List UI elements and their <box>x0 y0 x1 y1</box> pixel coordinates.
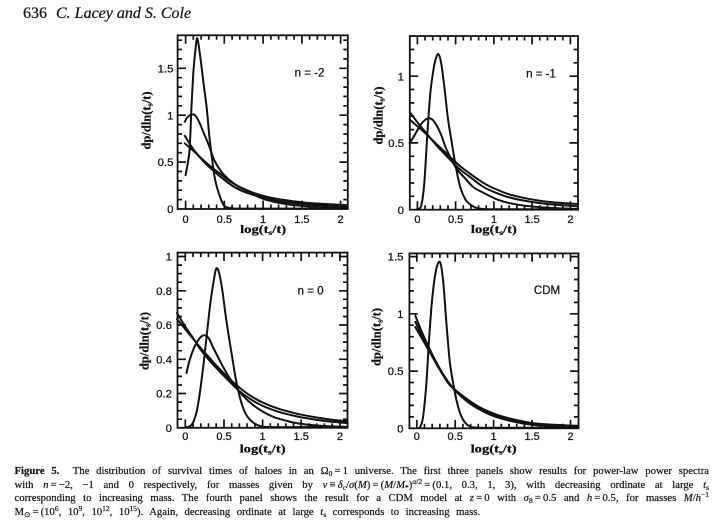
svg-text:n = 0: n = 0 <box>298 285 324 297</box>
svg-text:1: 1 <box>260 431 266 443</box>
svg-text:n = -1: n = -1 <box>526 68 556 80</box>
svg-text:0: 0 <box>398 205 404 217</box>
svg-text:dp/dln(ts/t): dp/dln(ts/t) <box>370 308 385 366</box>
svg-text:0: 0 <box>414 214 420 226</box>
svg-text:1.5: 1.5 <box>388 252 404 264</box>
svg-text:log(ts/t): log(t s/t) <box>240 224 286 237</box>
svg-text:dp/dln(ts/t): dp/dln(ts/t) <box>372 86 387 144</box>
svg-text:1: 1 <box>491 431 497 443</box>
svg-text:0.4: 0.4 <box>156 354 172 366</box>
svg-text:log(ts/t): log(t s/t) <box>240 443 286 456</box>
svg-text:1.5: 1.5 <box>158 63 174 75</box>
svg-text:0.5: 0.5 <box>388 366 404 378</box>
svg-text:0.5: 0.5 <box>217 214 232 226</box>
svg-text:2: 2 <box>567 214 573 226</box>
svg-text:0.5: 0.5 <box>388 138 404 150</box>
svg-text:dp/dln(ts/t): dp/dln(ts/t) <box>140 91 155 149</box>
svg-text:log(ts/t): log(t s/t) <box>471 443 517 456</box>
svg-text:1: 1 <box>260 214 266 226</box>
svg-text:2: 2 <box>337 431 343 443</box>
svg-text:0.5: 0.5 <box>158 157 174 169</box>
svg-text:1: 1 <box>167 110 173 122</box>
svg-text:1: 1 <box>398 71 404 83</box>
svg-text:0: 0 <box>397 423 403 435</box>
svg-text:n = -2: n = -2 <box>295 68 325 80</box>
svg-text:0.8: 0.8 <box>156 286 172 298</box>
svg-text:0.5: 0.5 <box>216 431 231 443</box>
svg-text:1: 1 <box>397 309 403 321</box>
svg-text:2: 2 <box>338 214 344 226</box>
svg-text:dp/dln(ts/t): dp/dln(ts/t) <box>138 312 153 370</box>
svg-text:1: 1 <box>491 214 497 226</box>
svg-text:1.5: 1.5 <box>294 431 309 443</box>
svg-text:1.5: 1.5 <box>524 214 539 226</box>
svg-text:0.2: 0.2 <box>156 389 172 401</box>
svg-text:0: 0 <box>167 204 173 216</box>
svg-text:1.5: 1.5 <box>294 214 309 226</box>
svg-text:2: 2 <box>567 431 573 443</box>
svg-text:1.5: 1.5 <box>524 431 539 443</box>
svg-text:1: 1 <box>166 252 172 264</box>
svg-text:0: 0 <box>182 431 188 443</box>
svg-text:0.5: 0.5 <box>448 431 463 443</box>
svg-text:0: 0 <box>166 423 172 435</box>
svg-text:CDM: CDM <box>534 285 560 297</box>
svg-text:log(ts/t): log(t s/t) <box>471 224 517 237</box>
svg-text:0.6: 0.6 <box>156 320 172 332</box>
svg-text:0: 0 <box>414 431 420 443</box>
svg-text:0.5: 0.5 <box>448 214 463 226</box>
svg-text:0: 0 <box>183 214 189 226</box>
